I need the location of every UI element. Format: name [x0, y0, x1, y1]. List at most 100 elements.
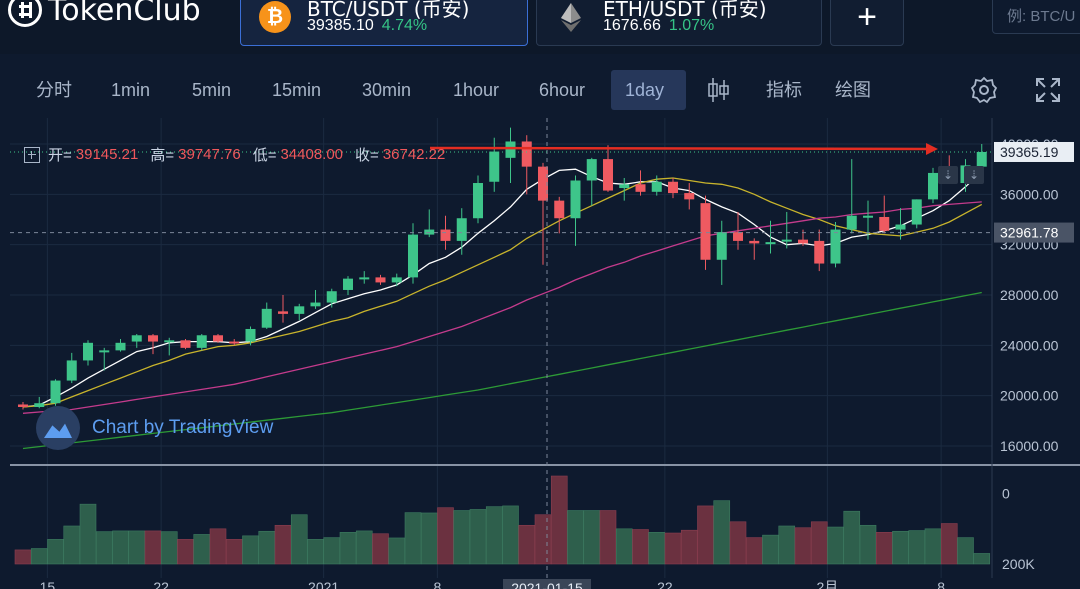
ma30-line — [22, 201, 982, 414]
volume-bar — [843, 510, 861, 565]
time-tick-label: 8 — [433, 579, 441, 589]
volume-bar — [794, 527, 812, 565]
fullscreen-icon[interactable] — [1034, 76, 1062, 104]
candle-body — [473, 183, 483, 219]
timeframe-1day[interactable]: 1day — [611, 70, 686, 110]
candle-body — [716, 232, 727, 260]
candle-body — [619, 184, 630, 189]
candle-body — [846, 215, 857, 230]
last-price-label: 39365.19 — [1000, 144, 1059, 160]
candle-body — [879, 216, 890, 231]
timeframe-fenshi[interactable]: 分时 — [36, 80, 72, 100]
high-value: 39747.76 — [178, 146, 241, 163]
add-pair-button[interactable]: + — [830, 0, 904, 46]
candle-body — [294, 306, 305, 314]
volume-bar — [957, 537, 974, 565]
timeframe-1hour[interactable]: 1hour — [453, 80, 500, 100]
pair-tab-eth[interactable]: ETH/USDT (币安) 1676.66 1.07% — [536, 0, 822, 46]
volume-bar — [355, 530, 373, 565]
candle-body — [489, 151, 500, 182]
scale-down-button[interactable]: ⇣ — [938, 166, 958, 184]
candle-body — [635, 184, 646, 192]
scale-up-button[interactable]: ⇣ — [964, 166, 984, 184]
timeframe-6hour[interactable]: 6hour — [539, 80, 586, 100]
pair-name: BTC/USDT (币安) — [307, 0, 470, 21]
candle-body — [99, 350, 110, 353]
volume-bar — [372, 533, 389, 565]
volume-bar — [599, 510, 617, 565]
candle-body — [326, 291, 337, 303]
candle-body — [83, 342, 93, 361]
brand-logo[interactable]: TokenClub — [8, 0, 201, 30]
volume-bar — [940, 523, 958, 565]
volume-bar — [485, 506, 503, 565]
pair-change: 4.74% — [381, 17, 428, 34]
volume-bar — [892, 530, 909, 565]
crosshair-price-tag — [994, 222, 1074, 243]
low-value: 34408.00 — [280, 146, 344, 163]
volume-bar — [144, 530, 162, 565]
candle-body — [343, 278, 353, 290]
chart-area[interactable]: 16000.00 20000.00 24000.00 28000.00 32000.00… — [10, 118, 1080, 589]
volume-bar — [615, 528, 633, 565]
volume-bar — [664, 532, 682, 565]
timeframe-5min[interactable]: 5min — [192, 80, 232, 100]
timeframe-30min[interactable]: 30min — [362, 80, 412, 100]
timeframe-15min[interactable]: 15min — [272, 80, 322, 100]
candle-body — [408, 234, 418, 278]
watermark-text: Chart by TradingView — [92, 417, 274, 438]
volume-bar — [290, 514, 308, 565]
volume-bar — [225, 539, 243, 565]
open-value: 39145.21 — [75, 146, 139, 163]
candle-body — [310, 302, 321, 307]
indicators-button[interactable]: 指标 — [766, 80, 802, 100]
candle-body — [895, 224, 906, 230]
bitcoin-icon: ₿ — [259, 1, 291, 33]
volume-bar — [112, 530, 129, 565]
candle-body — [554, 200, 565, 219]
ohlc-legend: 开= 39145.21 高= 39747.76 低= 34408.00 收= 36742… — [24, 144, 453, 165]
timeframe-1min[interactable]: 1min — [111, 80, 151, 100]
volume-bar — [648, 532, 666, 565]
volume-bar — [697, 505, 714, 565]
candlestick-type-icon[interactable] — [704, 76, 732, 104]
volume-bar — [567, 510, 584, 565]
pair-search-input[interactable]: 例: BTC/U — [992, 0, 1080, 34]
pair-name: ETH/USDT (币安) — [603, 0, 767, 21]
candle-body — [245, 328, 256, 342]
gear-icon[interactable] — [970, 76, 998, 104]
expand-legend-icon[interactable] — [24, 146, 40, 163]
drawing-button[interactable]: 绘图 — [835, 80, 871, 100]
volume-bar — [469, 509, 487, 565]
volume-bar — [258, 530, 276, 565]
pair-tab-btc[interactable]: ₿ BTC/USDT (币安) 39385.10 4.74% — [240, 0, 528, 46]
candle-body — [684, 193, 695, 200]
crosshair-date-label: 2021-01-15 — [511, 580, 583, 589]
time-tick-label: 22 — [153, 579, 169, 589]
volume-bar — [680, 529, 698, 565]
candle-body — [196, 335, 207, 348]
candle-body — [976, 151, 987, 167]
grid — [10, 118, 1080, 578]
candlestick-chart[interactable]: 16000.0020000.0024000.0028000.0032000.00… — [10, 118, 1080, 589]
volume-bar — [713, 500, 731, 565]
volume-bar — [437, 507, 454, 565]
tokenclub-logo-icon — [8, 0, 42, 27]
candle-body — [830, 229, 841, 264]
volume-bar — [729, 521, 747, 565]
price-tick-label: 20000.00 — [1000, 388, 1059, 404]
last-price-tag — [994, 141, 1074, 162]
candle-body — [34, 403, 45, 407]
time-tick-label: 22 — [657, 579, 673, 589]
tradingview-watermark[interactable]: Chart by TradingView — [36, 406, 273, 450]
ethereum-icon — [561, 3, 581, 32]
candle-body — [131, 335, 142, 342]
candle-body — [115, 342, 126, 351]
candle-body — [928, 172, 938, 200]
volume-bar — [827, 526, 844, 565]
candle-body — [278, 311, 288, 314]
axes: 16000.0020000.0024000.0028000.0032000.00… — [40, 136, 1059, 589]
candle-body — [586, 159, 597, 181]
top-bar: TokenClub ₿ BTC/USDT (币安) 39385.10 4.74% … — [0, 0, 1080, 54]
candle-body — [229, 341, 240, 344]
